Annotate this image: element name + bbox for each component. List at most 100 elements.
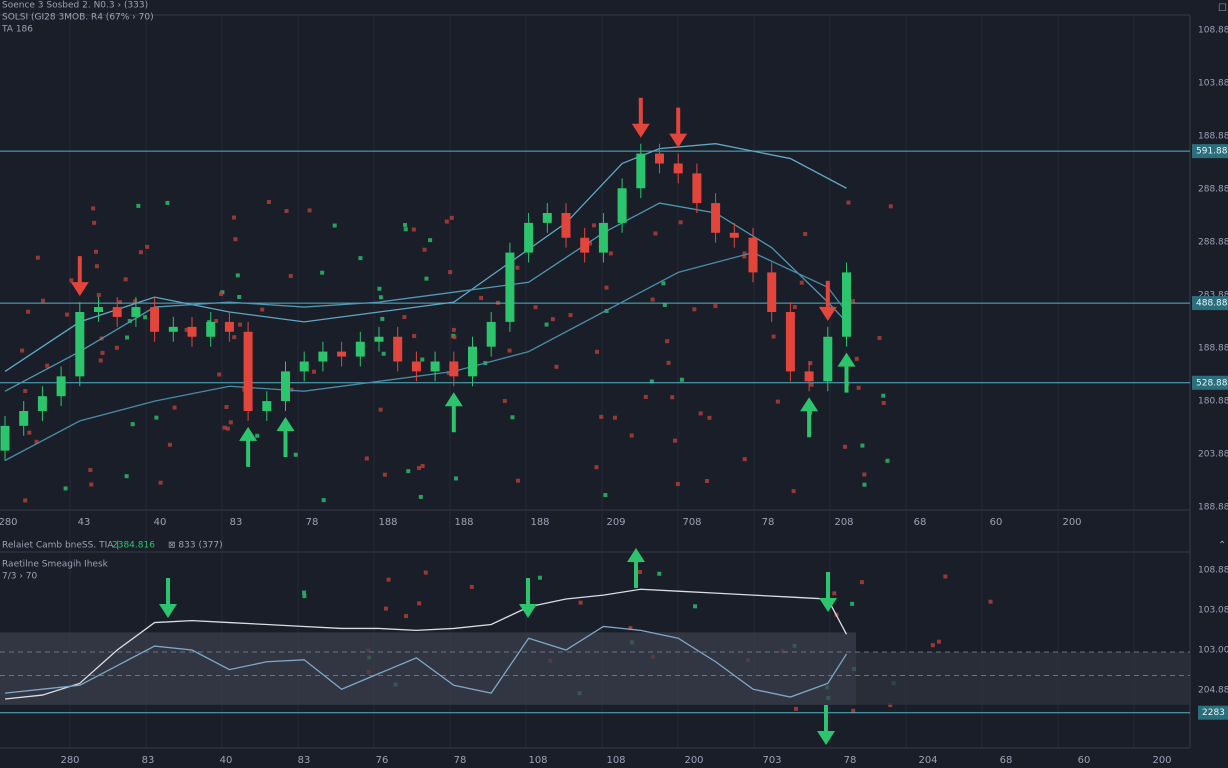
candle-body xyxy=(56,376,66,397)
candle-body xyxy=(355,341,365,357)
candle-body xyxy=(692,173,702,204)
noise-dot xyxy=(550,317,555,322)
candle-body xyxy=(655,153,664,164)
noise-dot xyxy=(670,395,675,400)
noise-dot xyxy=(145,244,150,249)
noise-dot xyxy=(851,299,856,304)
noise-dot xyxy=(293,452,298,457)
noise-dot xyxy=(125,335,130,340)
candle-body xyxy=(0,425,10,451)
candle-body xyxy=(94,307,103,312)
noise-dot xyxy=(742,251,747,256)
noise-dot xyxy=(713,304,718,309)
y-axis-label: 103.00 xyxy=(1198,646,1228,656)
candle-body xyxy=(299,361,309,372)
y-axis-label: 188.88 xyxy=(1198,503,1228,513)
noise-dot xyxy=(23,388,28,393)
x-tick-label: 83 xyxy=(142,755,155,766)
sell-arrow xyxy=(70,256,89,297)
signal-arrow xyxy=(817,705,835,745)
signal-arrow xyxy=(159,578,177,618)
noise-dot xyxy=(219,291,224,296)
noise-dot xyxy=(260,307,265,312)
noise-dot xyxy=(358,256,363,261)
noise-dot xyxy=(412,333,417,338)
noise-dot xyxy=(404,614,409,619)
noise-dot xyxy=(20,348,25,353)
x-tick-label: 68 xyxy=(914,517,927,528)
noise-dot xyxy=(386,577,391,582)
candle-body xyxy=(449,361,459,377)
candle-body xyxy=(393,336,403,362)
noise-dot xyxy=(45,363,50,368)
settings-icon[interactable]: ☐ xyxy=(1218,3,1227,14)
x-tick-label: 60 xyxy=(1078,755,1091,766)
buy-arrow xyxy=(444,392,463,433)
buy-arrow xyxy=(800,397,819,438)
noise-dot xyxy=(422,247,427,252)
candle-body xyxy=(767,272,777,312)
candle-body xyxy=(636,153,646,189)
noise-dot xyxy=(591,223,596,228)
noise-dot xyxy=(88,468,93,473)
y-axis-label: 103.88 xyxy=(1198,79,1228,89)
noise-dot xyxy=(302,594,307,599)
noise-dot xyxy=(653,231,658,236)
noise-dot xyxy=(742,254,747,259)
noise-dot xyxy=(510,415,515,420)
candle-body xyxy=(318,351,328,362)
noise-dot xyxy=(448,270,453,275)
noise-dot xyxy=(612,415,617,420)
noise-dot xyxy=(321,498,326,503)
x-tick-label: 703 xyxy=(762,755,781,766)
x-tick-label: 188 xyxy=(378,517,397,528)
noise-dot xyxy=(35,255,40,260)
noise-dot xyxy=(860,443,865,448)
noise-dot xyxy=(666,360,671,365)
noise-dot xyxy=(127,319,132,324)
noise-dot xyxy=(418,494,423,499)
noise-dot xyxy=(217,372,222,377)
noise-dot xyxy=(449,215,454,220)
noise-dot xyxy=(364,456,369,461)
legend-text: 7/3 › 70 xyxy=(2,572,38,582)
noise-dot xyxy=(417,601,422,606)
noise-dot xyxy=(537,575,542,580)
noise-dot xyxy=(100,350,105,355)
noise-dot xyxy=(91,206,96,211)
moving-average xyxy=(4,143,847,372)
buy-arrow xyxy=(239,426,258,467)
candle-body xyxy=(19,411,29,426)
noise-dot xyxy=(27,430,32,435)
candle-body xyxy=(673,163,683,174)
noise-dot xyxy=(515,265,520,270)
noise-dot xyxy=(288,274,293,279)
noise-dot xyxy=(851,708,856,713)
noise-dot xyxy=(665,339,670,344)
noise-dot xyxy=(453,476,458,481)
noise-dot xyxy=(114,345,119,350)
noise-dot xyxy=(130,422,135,427)
legend-text: Raetilne Smeagih Ihesk xyxy=(2,560,109,570)
noise-dot xyxy=(850,601,855,606)
x-tick-label: 200 xyxy=(684,755,703,766)
settings-icon[interactable]: ⌃ xyxy=(1218,540,1226,551)
noise-dot xyxy=(533,305,538,310)
x-tick-label: 40 xyxy=(154,517,167,528)
noise-dot xyxy=(380,316,385,321)
noise-dot xyxy=(266,200,271,205)
noise-dot xyxy=(222,425,227,430)
noise-dot xyxy=(377,286,382,291)
noise-dot xyxy=(403,227,408,232)
band xyxy=(0,632,856,705)
sell-arrow xyxy=(669,107,688,148)
noise-dot xyxy=(578,600,583,605)
noise-dot xyxy=(650,297,655,302)
noise-dot xyxy=(320,270,325,275)
noise-dot xyxy=(799,280,804,285)
noise-dot xyxy=(662,303,667,308)
noise-dot xyxy=(628,626,633,631)
noise-dot xyxy=(154,415,159,420)
noise-dot xyxy=(707,415,712,420)
candle-body xyxy=(486,321,496,347)
